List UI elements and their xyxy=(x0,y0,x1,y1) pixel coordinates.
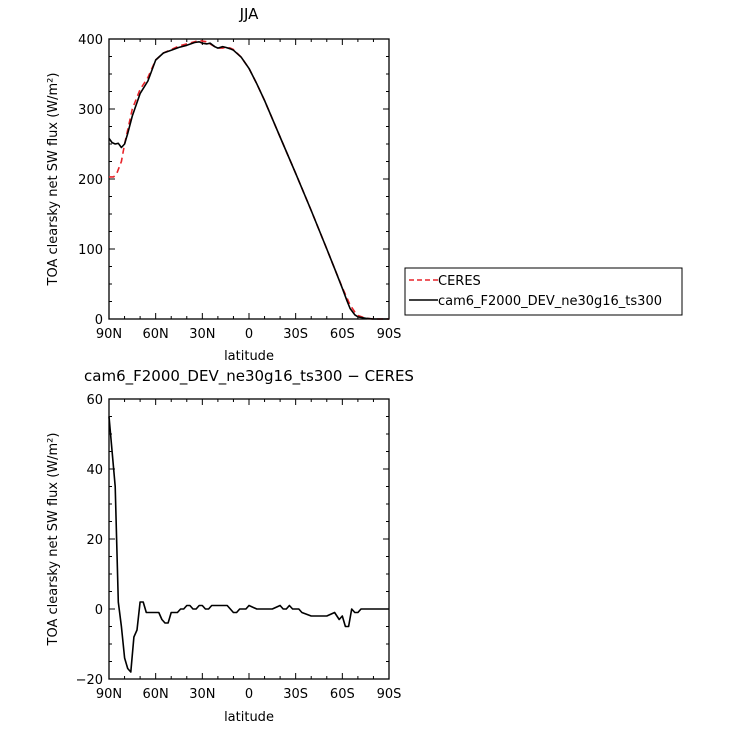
bottom-x-tick-label: 90N xyxy=(96,687,122,702)
legend-ceres-label: CERES xyxy=(438,274,481,289)
bottom-panel: cam6_F2000_DEV_ne30g16_ts300 − CERES 90N… xyxy=(46,367,414,725)
legend: CERES cam6_F2000_DEV_ne30g16_ts300 xyxy=(404,267,683,316)
top-series-line-0 xyxy=(109,39,389,320)
top-series-lines xyxy=(108,39,389,320)
bottom-y-tick-label: 40 xyxy=(86,463,103,478)
top-y-tick-label: 0 xyxy=(95,313,103,328)
bottom-series-line-0 xyxy=(108,416,389,673)
bottom-series-lines xyxy=(108,416,389,673)
top-x-tick-label: 60N xyxy=(143,327,169,342)
top-plot-frame xyxy=(108,38,390,320)
bottom-y-tick-label: 60 xyxy=(86,393,103,408)
bottom-x-tick-label: 60S xyxy=(330,687,355,702)
top-x-tick-label: 30N xyxy=(189,327,215,342)
top-x-tick-label: 0 xyxy=(245,327,253,342)
legend-model-label: cam6_F2000_DEV_ne30g16_ts300 xyxy=(438,294,662,309)
top-x-tick-label: 90N xyxy=(96,327,122,342)
top-x-tick-label: 60S xyxy=(330,327,355,342)
top-y-tick-label: 400 xyxy=(78,33,103,48)
bottom-y-tick-label: −20 xyxy=(76,673,103,688)
top-x-axis-label: latitude xyxy=(224,349,274,364)
top-y-axis-label: TOA clearsky net SW flux (W/m²) xyxy=(46,73,61,287)
bottom-x-axis-label: latitude xyxy=(224,710,274,725)
top-x-tick-label: 30S xyxy=(283,327,308,342)
top-axis-ticks: 90N 60N 30N 0 30S 60S 90S 0 100 200 300 400 xyxy=(78,33,401,342)
bottom-x-tick-label: 60N xyxy=(143,687,169,702)
bottom-chart-title: cam6_F2000_DEV_ne30g16_ts300 − CERES xyxy=(84,367,414,386)
bottom-x-tick-label: 90S xyxy=(377,687,402,702)
top-series-line-1 xyxy=(108,40,389,320)
top-y-tick-label: 200 xyxy=(78,173,103,188)
bottom-x-tick-label: 0 xyxy=(245,687,253,702)
bottom-plot-frame xyxy=(108,398,390,680)
bottom-y-axis-label: TOA clearsky net SW flux (W/m²) xyxy=(46,433,61,647)
top-x-tick-label: 90S xyxy=(377,327,402,342)
bottom-y-tick-label: 20 xyxy=(86,533,103,548)
bottom-x-tick-label: 30N xyxy=(189,687,215,702)
top-y-tick-label: 300 xyxy=(78,103,103,118)
top-chart-title: JJA xyxy=(239,5,260,23)
bottom-y-tick-label: 0 xyxy=(95,603,103,618)
top-y-tick-label: 100 xyxy=(78,243,103,258)
bottom-x-tick-label: 30S xyxy=(283,687,308,702)
legend-box xyxy=(404,267,683,316)
top-panel: JJA 90N 60N 30N 0 30S 60S 90S 0 100 200 300 400 lat… xyxy=(46,5,401,364)
